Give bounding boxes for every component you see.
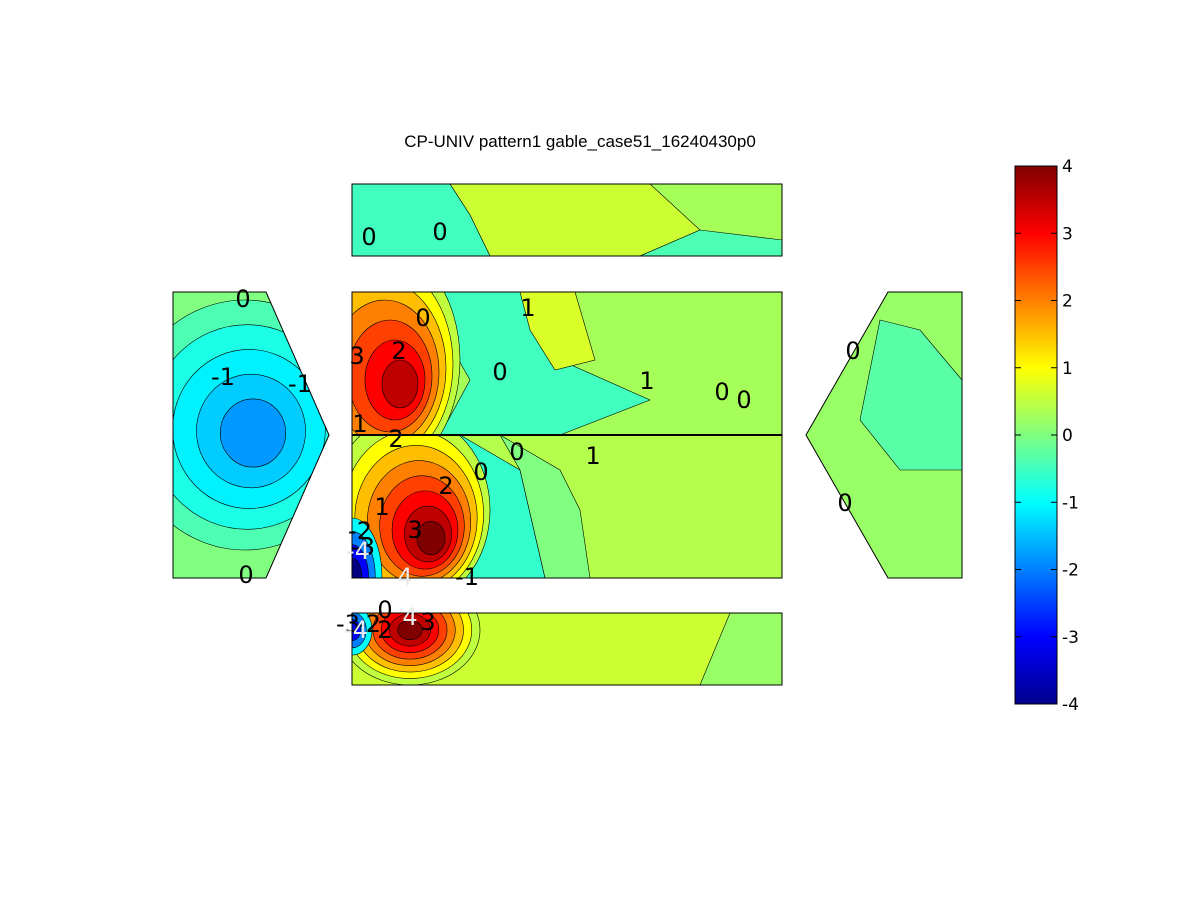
colorbar-tick-label: 4 xyxy=(1062,157,1073,177)
contour-label: 0 xyxy=(377,596,392,624)
wall-lower-peak-level xyxy=(416,520,446,556)
contour-label: 2 xyxy=(391,337,406,365)
colorbar-tick-label: 0 xyxy=(1062,426,1073,446)
contour-label: 4 xyxy=(397,563,412,591)
wall-lower-band-zero xyxy=(499,435,591,578)
roof-bottom-trough-level xyxy=(352,618,361,642)
contour-label: 0 xyxy=(492,358,507,386)
roof-top-band-negative2 xyxy=(639,229,782,256)
wall-lower-trough-level xyxy=(352,557,363,578)
contour-label: -1 xyxy=(211,363,235,391)
colorbar: 4 3 2 1 0 -1 -2 -3 -4 xyxy=(1014,157,1079,715)
contour-label: 2 xyxy=(377,616,392,644)
contour-label: 4 xyxy=(402,603,417,631)
contour-label: 2 xyxy=(388,425,403,453)
contour-label: -1 xyxy=(288,370,312,398)
roof-bottom-band xyxy=(699,613,782,685)
panel-wall-upper xyxy=(352,292,782,435)
contour-label: 0 xyxy=(473,458,488,486)
contour-label: -3 xyxy=(351,533,375,561)
contour-label: 0 xyxy=(714,378,729,406)
panel-wall-lower xyxy=(352,435,782,578)
roof-bottom-border xyxy=(351,612,783,686)
colorbar-tick-label: -4 xyxy=(1062,695,1079,715)
contour-label: 1 xyxy=(352,410,367,438)
contour-label: -2 xyxy=(357,610,381,638)
gable-right-border xyxy=(805,291,963,579)
colorbar-tick-label: 3 xyxy=(1062,224,1073,244)
contour-label: -1 xyxy=(455,563,479,591)
contour-label: 1 xyxy=(374,493,389,521)
roof-top-band-negative xyxy=(352,184,491,256)
contour-label: -4 xyxy=(346,537,370,565)
colorbar-gradient xyxy=(1014,165,1058,705)
contour-label: 0 xyxy=(736,386,751,414)
contour-label: -3 xyxy=(336,610,360,638)
panel-roof-top xyxy=(352,184,782,256)
colorbar-tick-label: -3 xyxy=(1062,628,1079,648)
contour-label: 0 xyxy=(415,304,430,332)
colorbar-tick-label: 1 xyxy=(1062,359,1073,379)
contour-label: 0 xyxy=(238,561,253,589)
panel-roof-bottom xyxy=(352,613,782,685)
contour-label: 2 xyxy=(438,472,453,500)
colorbar-tick-label: 2 xyxy=(1062,292,1073,312)
contour-label: 0 xyxy=(432,218,447,246)
colorbar-tick-label: -2 xyxy=(1062,561,1079,581)
contour-label: 0 xyxy=(837,489,852,517)
contour-label: 1 xyxy=(639,367,654,395)
contour-label: -4 xyxy=(344,616,368,644)
roof-top-border xyxy=(351,183,783,257)
contour-label: 0 xyxy=(235,285,250,313)
gable-left-border xyxy=(172,291,330,579)
contour-label: 0 xyxy=(509,438,524,466)
contour-label: 1 xyxy=(585,442,600,470)
contour-label: 3 xyxy=(349,342,364,370)
wall-upper-band-pos xyxy=(519,292,596,371)
colorbar-ticks: 4 3 2 1 0 -1 -2 -3 -4 xyxy=(1015,157,1079,715)
contour-label: 0 xyxy=(845,337,860,365)
gable-left-trough-level xyxy=(219,398,287,468)
chart-title: CP-UNIV pattern1 gable_case51_16240430p0 xyxy=(404,132,756,151)
roof-bottom-peak-level xyxy=(397,619,423,641)
contour-label: 3 xyxy=(407,516,422,544)
wall-upper-peak-level xyxy=(381,359,419,409)
panel-borders xyxy=(172,183,963,686)
gable-right-band xyxy=(859,319,962,471)
panel-gable-right xyxy=(806,292,962,578)
contour-label: -2 xyxy=(348,517,372,545)
contour-label: 0 xyxy=(361,223,376,251)
contour-label: 1 xyxy=(520,294,535,322)
colorbar-tick-label: -1 xyxy=(1062,493,1079,513)
contour-label: 3 xyxy=(420,608,435,636)
